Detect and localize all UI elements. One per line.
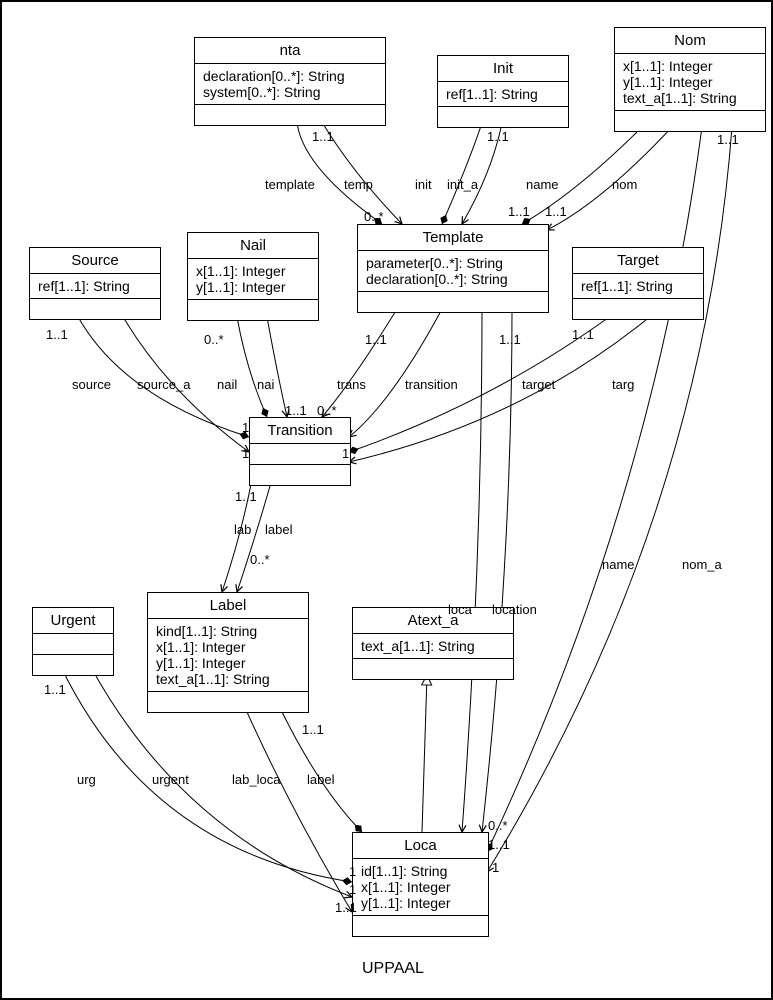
class-source[interactable]: Source ref[1..1]: String: [29, 247, 161, 320]
class-atext-a[interactable]: Atext_a text_a[1..1]: String: [352, 607, 514, 680]
edge-label: loca: [448, 602, 472, 617]
class-transition[interactable]: Transition: [249, 417, 351, 486]
edge-label: 0..*: [488, 818, 508, 833]
edge-label: 1..1: [235, 489, 257, 504]
edge-label: 1: [242, 446, 249, 461]
edge-label: 1..1: [312, 129, 334, 144]
class-urgent[interactable]: Urgent: [32, 607, 114, 676]
edge-label: 1..1: [508, 204, 530, 219]
edge-label: 1..1: [487, 129, 509, 144]
edge-label: lab_loca: [232, 772, 280, 787]
edge-label: nai: [257, 377, 274, 392]
edge-label: transition: [405, 377, 458, 392]
edge-label: init_a: [447, 177, 478, 192]
edge-label: 0..*: [204, 332, 224, 347]
class-init[interactable]: Init ref[1..1]: String: [437, 55, 569, 128]
edge-label: 1: [349, 864, 356, 879]
edge-label: name: [526, 177, 559, 192]
edge-label: target: [522, 377, 555, 392]
edge-label: name: [602, 557, 635, 572]
edge-label: 0..*: [364, 209, 384, 224]
edge-label: targ: [612, 377, 634, 392]
class-label[interactable]: Label kind[1..1]: String x[1..1]: Intege…: [147, 592, 309, 713]
edge-label: trans: [337, 377, 366, 392]
edge-label: nail: [217, 377, 237, 392]
edge-label: temp: [344, 177, 373, 192]
edge-label: label: [307, 772, 334, 787]
edge-label: 1..1: [302, 722, 324, 737]
edge-label: 1..1: [545, 204, 567, 219]
class-nta[interactable]: nta declaration[0..*]: String system[0..…: [194, 37, 386, 126]
edge-label: init: [415, 177, 432, 192]
edge-label: location: [492, 602, 537, 617]
class-template[interactable]: Template parameter[0..*]: String declara…: [357, 224, 549, 313]
edge-label: 1..1: [499, 332, 521, 347]
edge-label: 1: [342, 446, 349, 461]
edge-label: 1..1: [365, 332, 387, 347]
edge-label: 1..1: [335, 900, 357, 915]
edge-label: 1..1: [488, 837, 510, 852]
edge-label: template: [265, 177, 315, 192]
class-attrs: declaration[0..*]: String system[0..*]: …: [195, 64, 385, 105]
edge-label: nom_a: [682, 557, 722, 572]
class-title: nta: [195, 38, 385, 64]
edge-label: 1: [349, 882, 356, 897]
edge-label: 0..*: [317, 403, 337, 418]
edge-label: 1..1: [717, 132, 739, 147]
diagram-canvas: nta declaration[0..*]: String system[0..…: [0, 0, 773, 1000]
edge-label: source: [72, 377, 111, 392]
edge-label: 1..1: [44, 682, 66, 697]
edge-label: urg: [77, 772, 96, 787]
edge-label: 1..1: [572, 327, 594, 342]
edge-label: 1..1: [285, 403, 307, 418]
edge-label: label: [265, 522, 292, 537]
edge-label: 1: [242, 420, 249, 435]
class-target[interactable]: Target ref[1..1]: String: [572, 247, 704, 320]
class-nom[interactable]: Nom x[1..1]: Integer y[1..1]: Integer te…: [614, 27, 766, 132]
edge-label: 1: [492, 860, 499, 875]
class-loca[interactable]: Loca id[1..1]: String x[1..1]: Integer y…: [352, 832, 489, 937]
class-nail[interactable]: Nail x[1..1]: Integer y[1..1]: Integer: [187, 232, 319, 321]
edge-label: source_a: [137, 377, 190, 392]
edge-label: 1..1: [46, 327, 68, 342]
edge-label: urgent: [152, 772, 189, 787]
edge-label: 0..*: [250, 552, 270, 567]
edge-label: lab: [234, 522, 251, 537]
diagram-title: UPPAAL: [362, 960, 424, 978]
edge-label: nom: [612, 177, 637, 192]
